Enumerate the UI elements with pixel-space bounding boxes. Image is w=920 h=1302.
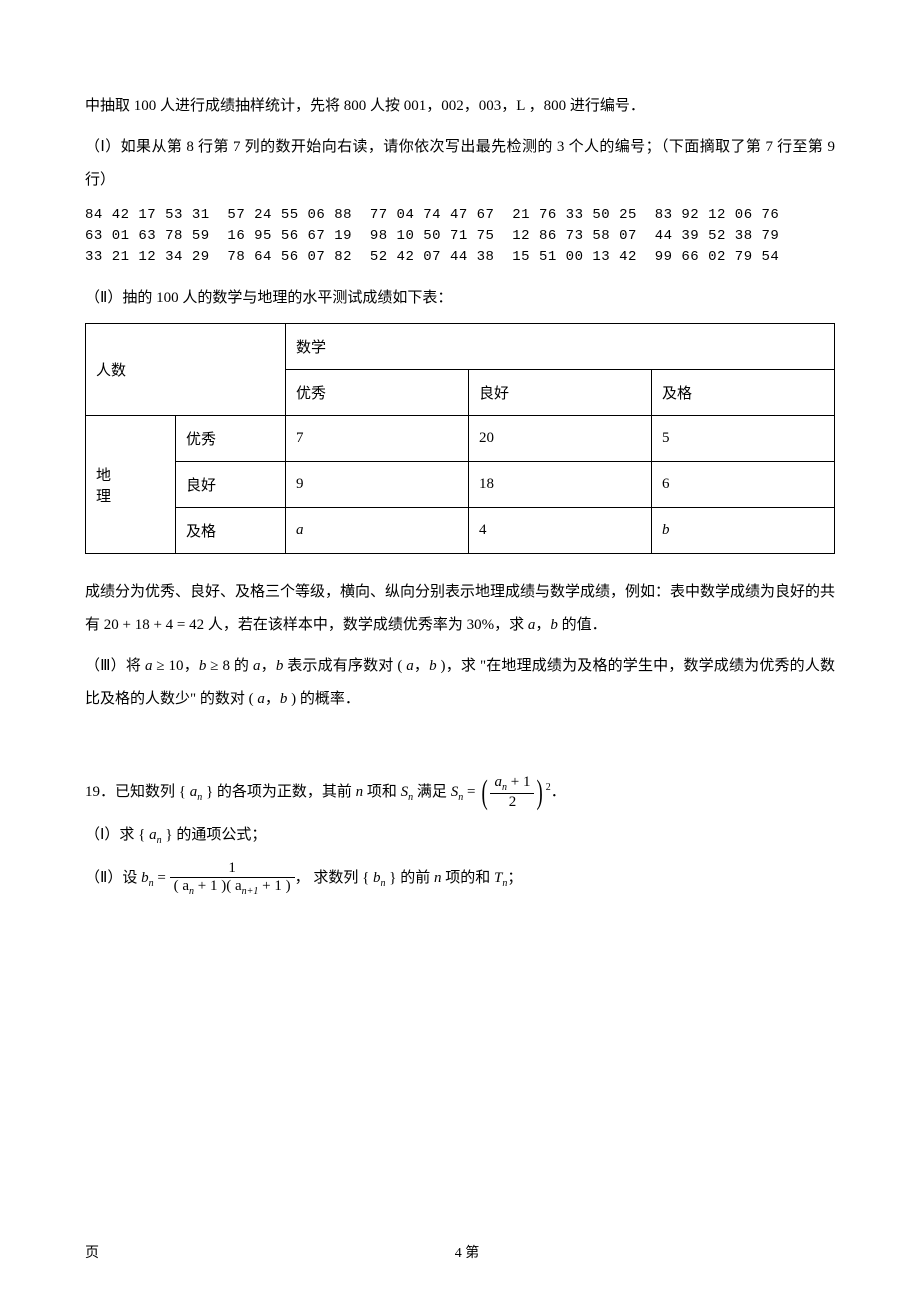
row-group-geo: 地 理 bbox=[86, 416, 176, 554]
text: 项的和 bbox=[442, 870, 495, 886]
page-footer: 页 4 第 bbox=[85, 1242, 835, 1262]
table-cell: 6 bbox=[652, 462, 835, 508]
table-cell: 20 bbox=[469, 416, 652, 462]
col-header: 优秀 bbox=[286, 370, 469, 416]
var-an: a bbox=[149, 827, 157, 843]
text: 满足 bbox=[413, 784, 451, 800]
row-label: 及格 bbox=[176, 508, 286, 554]
text: （Ⅱ）设 bbox=[85, 870, 141, 886]
text: } 的各项为正数，其前 bbox=[202, 784, 355, 800]
text: 项和 bbox=[363, 784, 401, 800]
text: （Ⅰ）求 { bbox=[85, 827, 149, 843]
var-n: n bbox=[434, 870, 442, 886]
table-cell: 7 bbox=[286, 416, 469, 462]
text: + 1 ) bbox=[258, 878, 290, 894]
paragraph-part1: （Ⅰ）如果从第 8 行第 7 列的数开始向右读，请你依次写出最先检测的 3 个人… bbox=[85, 131, 835, 197]
table-cell: 4 bbox=[469, 508, 652, 554]
row-label: 良好 bbox=[176, 462, 286, 508]
col-group-math: 数学 bbox=[286, 324, 835, 370]
paren-right: ) bbox=[537, 779, 543, 806]
footer-page-num: 4 第 bbox=[85, 1242, 835, 1262]
paragraph-explain: 成绩分为优秀、良好、及格三个等级，横向、纵向分别表示地理成绩与数学成绩，例如：表… bbox=[85, 576, 835, 642]
var-a: a bbox=[494, 774, 502, 790]
rand-row2: 63 01 63 78 59 16 95 56 67 19 98 10 50 7… bbox=[85, 228, 779, 244]
text: ， bbox=[260, 658, 275, 674]
question-19-part2: （Ⅱ）设 bn = 1( an + 1 )( an+1 + 1 )， 求数列 {… bbox=[85, 860, 835, 897]
text: = bbox=[463, 784, 479, 800]
var-a: a bbox=[257, 691, 265, 707]
text: 成绩分为优秀、良好、及格三个等级，横向、纵向分别表示地理成绩与数学成绩，例如：表… bbox=[85, 584, 835, 633]
text: 19．已知数列 { bbox=[85, 784, 190, 800]
rand-row1: 84 42 17 53 31 57 24 55 06 88 77 04 74 4… bbox=[85, 207, 779, 223]
question-19: 19．已知数列 { an } 的各项为正数，其前 n 项和 Sn 满足 Sn =… bbox=[85, 774, 835, 811]
text: } 的通项公式； bbox=[162, 827, 267, 843]
text: = bbox=[154, 870, 170, 886]
text: ， 求数列 { bbox=[295, 870, 373, 886]
var-bn: b bbox=[141, 870, 149, 886]
row-label: 优秀 bbox=[176, 416, 286, 462]
table-cell: 18 bbox=[469, 462, 652, 508]
paragraph-intro: 中抽取 100 人进行成绩抽样统计，先将 800 人按 001，002，003，… bbox=[85, 90, 835, 123]
text: + 1 bbox=[507, 774, 530, 790]
text: ≥ 10， bbox=[152, 658, 198, 674]
question-19-part1: （Ⅰ）求 { an } 的通项公式； bbox=[85, 819, 835, 852]
table-cell: b bbox=[652, 508, 835, 554]
paren-left: ( bbox=[482, 779, 488, 806]
table-cell: 5 bbox=[652, 416, 835, 462]
col-header: 良好 bbox=[469, 370, 652, 416]
spacer bbox=[85, 724, 835, 774]
paragraph-part3: （Ⅲ）将 a ≥ 10，b ≥ 8 的 a，b 表示成有序数对 ( a，b )，… bbox=[85, 650, 835, 716]
var-bn: b bbox=[373, 870, 381, 886]
text: ； bbox=[507, 870, 522, 886]
table-cell: a bbox=[286, 508, 469, 554]
paragraph-part2: （Ⅱ）抽的 100 人的数学与地理的水平测试成绩如下表： bbox=[85, 282, 835, 315]
text: ， bbox=[265, 691, 280, 707]
text: ( a bbox=[174, 878, 189, 894]
var-a: a bbox=[406, 658, 414, 674]
fraction: 1( an + 1 )( an+1 + 1 ) bbox=[170, 860, 295, 897]
rand-row3: 33 21 12 34 29 78 64 56 07 82 52 42 07 4… bbox=[85, 249, 779, 265]
text: + 1 )( a bbox=[194, 878, 242, 894]
text: （Ⅲ）将 bbox=[85, 658, 145, 674]
footer-left: 页 bbox=[85, 1242, 99, 1262]
random-number-table: 84 42 17 53 31 57 24 55 06 88 77 04 74 4… bbox=[85, 205, 835, 268]
text: ) 的概率． bbox=[287, 691, 360, 707]
denom: 2 bbox=[490, 794, 534, 811]
subscript-n1: n+1 bbox=[242, 886, 259, 897]
text: ， bbox=[535, 617, 550, 633]
score-table: 人数 数学 优秀 良好 及格 地 理 优秀 7 20 5 良好 9 18 6 及… bbox=[85, 323, 835, 554]
fraction: an + 12 bbox=[490, 774, 534, 811]
text: 表示成有序数对 ( bbox=[283, 658, 406, 674]
var-b: b bbox=[550, 617, 558, 633]
var-b: b bbox=[429, 658, 437, 674]
text: } 的前 bbox=[386, 870, 434, 886]
text: 的值． bbox=[558, 617, 607, 633]
numerator: 1 bbox=[170, 860, 295, 878]
text: ≥ 8 的 bbox=[206, 658, 253, 674]
table-corner: 人数 bbox=[86, 324, 286, 416]
table-cell: 9 bbox=[286, 462, 469, 508]
col-header: 及格 bbox=[652, 370, 835, 416]
text: ． bbox=[551, 784, 566, 800]
text: ， bbox=[414, 658, 429, 674]
